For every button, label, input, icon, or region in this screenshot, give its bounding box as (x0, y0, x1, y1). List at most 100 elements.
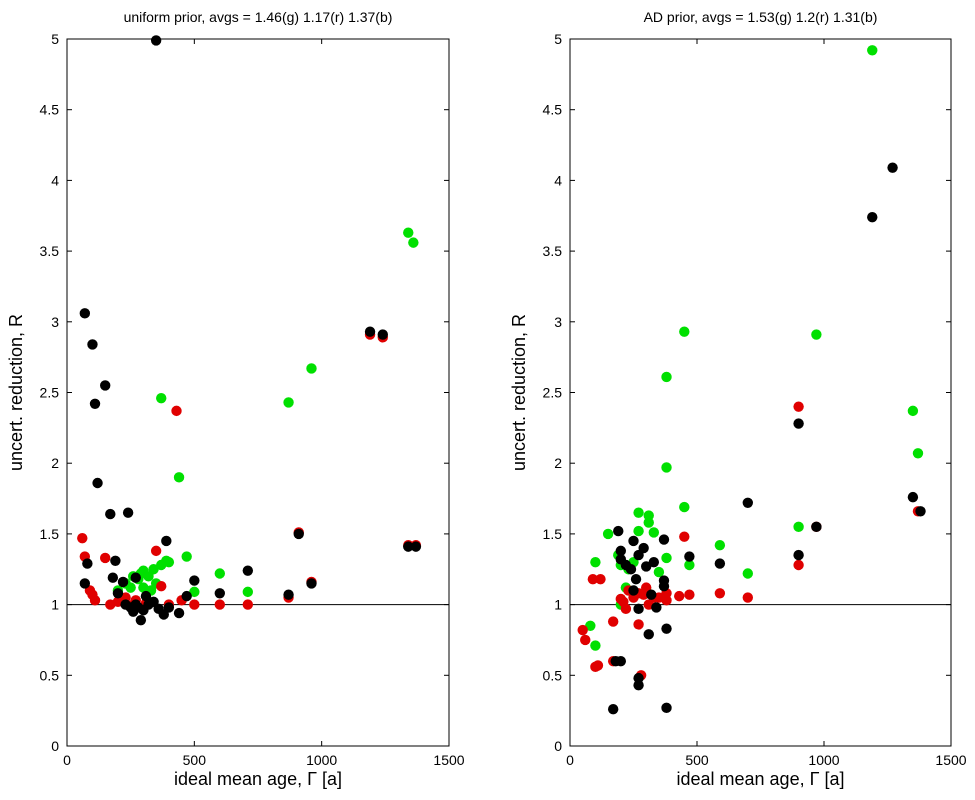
data-point (674, 590, 685, 602)
data-point (684, 559, 695, 571)
data-point (161, 535, 172, 547)
data-point (679, 501, 690, 513)
data-point (602, 528, 614, 540)
data-point (643, 629, 654, 640)
data-point (641, 561, 652, 572)
data-point (189, 586, 200, 598)
data-point (89, 398, 101, 410)
data-point (364, 326, 376, 337)
y-axis-label: uncert. reduction, R (509, 314, 529, 471)
data-point (585, 620, 596, 632)
data-point (648, 556, 660, 568)
y-tick-label: 2.5 (40, 385, 60, 401)
data-point (189, 599, 200, 610)
data-point (181, 551, 192, 562)
data-point (607, 616, 619, 627)
data-point (633, 619, 644, 630)
y-tick-label: 4.5 (543, 102, 563, 118)
y-tick-label: 1.5 (40, 526, 60, 542)
data-point (293, 528, 304, 540)
data-point (628, 585, 639, 596)
data-point (867, 45, 878, 56)
data-point (156, 392, 167, 404)
y-tick-label: 0.5 (543, 667, 563, 683)
data-point (793, 418, 804, 429)
data-point (618, 596, 629, 607)
data-point (684, 551, 695, 562)
data-point (87, 339, 98, 350)
plot-area (67, 39, 449, 746)
data-point (742, 568, 753, 579)
data-point (77, 532, 88, 544)
data-point (643, 517, 654, 528)
data-point (403, 541, 414, 552)
data-point (907, 491, 919, 503)
data-point (714, 540, 726, 551)
data-point (595, 573, 606, 585)
data-point (661, 462, 672, 473)
data-point (79, 578, 91, 589)
data-point (242, 586, 254, 598)
subplot: AD prior, avgs = 1.53(g) 1.2(r) 1.31(b) i… (509, 9, 967, 789)
y-tick-label: 1.5 (543, 526, 563, 542)
data-point (590, 640, 601, 651)
data-point (793, 521, 804, 533)
data-point (661, 552, 672, 564)
data-point (377, 329, 388, 340)
data-point (150, 35, 162, 46)
data-point (638, 542, 649, 554)
data-point (912, 448, 924, 459)
data-point (140, 590, 152, 602)
data-point (242, 599, 254, 610)
chart-title: AD prior, avgs = 1.53(g) 1.2(r) 1.31(b) (644, 9, 878, 25)
data-point (684, 589, 695, 600)
y-tick-label: 0 (554, 738, 562, 754)
x-tick-label: 0 (566, 752, 574, 768)
data-point (117, 576, 129, 588)
data-point (590, 556, 601, 568)
data-point (793, 559, 804, 571)
data-point (283, 397, 294, 408)
data-point (915, 506, 926, 517)
data-point (82, 558, 93, 569)
data-point (887, 162, 898, 173)
data-point (148, 564, 159, 575)
axes-frame (66, 38, 450, 747)
y-tick-label: 4 (554, 172, 562, 188)
x-tick-label: 500 (183, 752, 207, 768)
y-tick-label: 4.5 (40, 102, 60, 118)
data-point (714, 558, 726, 569)
x-tick-label: 500 (685, 752, 709, 768)
data-point (651, 602, 662, 613)
y-tick-label: 1 (554, 597, 562, 613)
data-point (592, 660, 604, 671)
data-point (714, 588, 726, 599)
data-point (173, 472, 185, 483)
subplot: uniform prior, avgs = 1.46(g) 1.17(r) 1.… (6, 9, 465, 789)
data-point (122, 507, 134, 518)
data-point (79, 308, 91, 319)
data-point (577, 624, 588, 636)
y-tick-label: 2.5 (543, 385, 563, 401)
y-tick-label: 3.5 (40, 243, 60, 259)
data-point (742, 592, 753, 603)
data-point (658, 534, 670, 545)
data-point (92, 477, 103, 489)
data-point (587, 573, 599, 585)
data-point (306, 363, 317, 374)
data-point (679, 326, 690, 337)
data-point (661, 702, 672, 714)
data-point (658, 581, 670, 592)
data-point (120, 599, 131, 610)
data-point (793, 549, 804, 561)
data-point (679, 531, 690, 542)
data-point (646, 589, 657, 600)
data-point (181, 590, 192, 602)
data-point (648, 527, 660, 538)
data-point (633, 679, 644, 691)
data-point (907, 405, 919, 417)
data-point (150, 545, 162, 557)
data-point (811, 329, 822, 340)
data-point (867, 211, 878, 223)
